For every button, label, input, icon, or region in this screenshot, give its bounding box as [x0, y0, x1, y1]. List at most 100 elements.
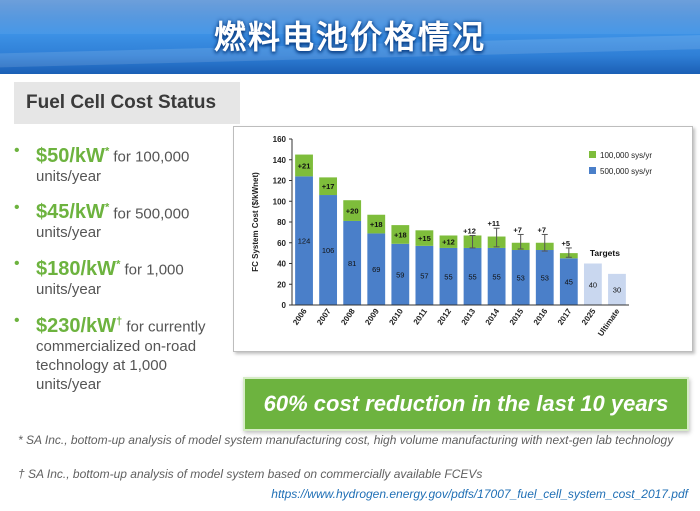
x-tick-label: 2013: [460, 307, 478, 327]
increment-label: +21: [298, 161, 311, 170]
x-tick-label: 2006: [291, 307, 309, 327]
increment-label: +7: [537, 225, 546, 234]
bullet-text: for currently: [126, 318, 206, 336]
bar-100k-increment: [367, 214, 386, 234]
callout-text: 60% cost reduction in the last 10 years: [263, 391, 669, 416]
y-tick-label: 20: [277, 280, 286, 289]
increment-label: +12: [463, 226, 476, 235]
x-tick-label: 2025: [580, 307, 598, 327]
bar-500k: [439, 247, 458, 305]
y-tick-label: 140: [273, 156, 287, 165]
bullet-text: units/year: [36, 167, 102, 185]
y-tick-label: 0: [282, 301, 287, 310]
x-tick-label: 2009: [363, 307, 381, 327]
bullet-price: $45/kW*: [36, 201, 110, 224]
bar-value-label: 55: [492, 272, 500, 281]
bullet-price: $180/kW*: [36, 257, 121, 280]
bullet-text: for 1,000: [124, 261, 184, 279]
bar-100k-increment: [415, 230, 434, 246]
bullet-item: • $180/kW* for 1,000 units/year: [14, 255, 236, 299]
x-tick-label: 2010: [387, 307, 405, 327]
bullet-text: units/year: [36, 280, 102, 298]
source-link[interactable]: https://www.hydrogen.energy.gov/pdfs/170…: [271, 487, 688, 501]
legend-swatch-100k: [589, 151, 596, 158]
bar-500k: [415, 245, 434, 305]
bullet-item: • $230/kW† for currently commercialized …: [14, 312, 236, 394]
bar-500k: [559, 258, 578, 305]
x-tick-label: 2014: [484, 307, 502, 327]
bullet-item: • $45/kW* for 500,000 units/year: [14, 199, 236, 243]
bar-value-label: 53: [517, 274, 525, 283]
banner-title: 燃料电池价格情况: [213, 18, 486, 56]
bar-value-label: 124: [298, 237, 311, 246]
bar-value-label: 81: [348, 259, 356, 268]
bar-500k: [295, 176, 313, 305]
legend-label-500k: 500,000 sys/yr: [600, 167, 652, 176]
bar-value-label: 106: [322, 246, 335, 255]
bar-value-label: 69: [372, 265, 380, 274]
bullet-price: $50/kW*: [36, 144, 110, 167]
x-tick-label: 2007: [315, 307, 333, 327]
y-axis-label: FC System Cost ($/kWnet): [251, 172, 260, 272]
increment-label: +5: [562, 239, 571, 248]
x-tick-label: 2016: [532, 307, 550, 327]
y-tick-label: 60: [277, 239, 286, 248]
bar-100k-increment: [439, 235, 458, 248]
bar-500k: [367, 233, 386, 305]
banner-gloss: [0, 0, 700, 34]
bar-100k-increment: [295, 154, 313, 177]
cost-bar-chart: 0 20 40 60 80 100 120 140 160 FC System Cost ($/k…: [251, 135, 652, 338]
y-tick-label: 120: [273, 177, 287, 186]
targets-label: Targets: [590, 248, 620, 258]
cost-chart-panel: 0 20 40 60 80 100 120 140 160 FC System Cost ($/k…: [233, 126, 693, 352]
bar-value-label: 55: [444, 272, 452, 281]
bar-100k-increment: [343, 200, 362, 221]
y-tick-label: 100: [273, 197, 287, 206]
x-tick-label: Ultimate: [596, 307, 622, 338]
increment-label: +11: [487, 219, 499, 228]
x-tick-label: 2012: [436, 307, 454, 327]
bar-value-label: 55: [468, 272, 476, 281]
bar-500k: [511, 250, 530, 305]
bar-500k: [319, 195, 338, 305]
target-bar: [608, 273, 626, 305]
y-tick-label: 160: [273, 135, 287, 144]
x-tick-label: 2015: [508, 307, 526, 327]
bar-500k: [463, 247, 482, 305]
bar-100k-increment: [391, 225, 410, 244]
title-banner: 燃料电池价格情况: [0, 0, 700, 74]
cost-bullet-list: • $50/kW* for 100,000 units/year • $45/k…: [14, 142, 236, 407]
bullet-price: $230/kW†: [36, 314, 123, 337]
legend-label-100k: 100,000 sys/yr: [600, 151, 652, 160]
target-bar: [583, 263, 602, 305]
bullet-dot-icon: •: [14, 311, 20, 329]
legend-swatch-500k: [589, 167, 596, 174]
y-tick-label: 40: [277, 260, 286, 269]
bullet-text: commercialized on-road technology at 1,0…: [36, 337, 197, 393]
bullet-text: units/year: [36, 224, 102, 242]
footnote-sa-next-gen: * SA Inc., bottom-up analysis of model s…: [18, 433, 674, 447]
bar-value-label: 45: [565, 278, 573, 287]
increment-label: +7: [513, 225, 522, 234]
bar-value-label: 53: [541, 274, 549, 283]
increment-label: +18: [370, 220, 383, 229]
increment-label: +20: [346, 207, 359, 216]
increment-label: +18: [394, 230, 407, 239]
bullet-dot-icon: •: [14, 255, 20, 273]
bar-value-label: 30: [613, 285, 621, 294]
reduction-callout: 60% cost reduction in the last 10 years: [243, 377, 689, 431]
bar-500k: [343, 220, 362, 305]
bullet-item: • $50/kW* for 100,000 units/year: [14, 142, 236, 186]
x-tick-label: 2011: [412, 307, 430, 327]
x-tick-label: 2017: [556, 307, 574, 327]
bar-value-label: 40: [589, 280, 597, 289]
x-tick-label: 2008: [339, 307, 357, 327]
bullet-text: for 500,000: [113, 205, 190, 223]
footnote-sa-fcev: † SA Inc., bottom-up analysis of model s…: [18, 467, 483, 481]
bar-value-label: 59: [396, 270, 404, 279]
increment-label: +12: [442, 237, 455, 246]
section-header: Fuel Cell Cost Status: [14, 82, 240, 124]
increment-label: +17: [322, 182, 335, 191]
bar-500k: [535, 250, 554, 305]
section-title: Fuel Cell Cost Status: [26, 92, 217, 113]
